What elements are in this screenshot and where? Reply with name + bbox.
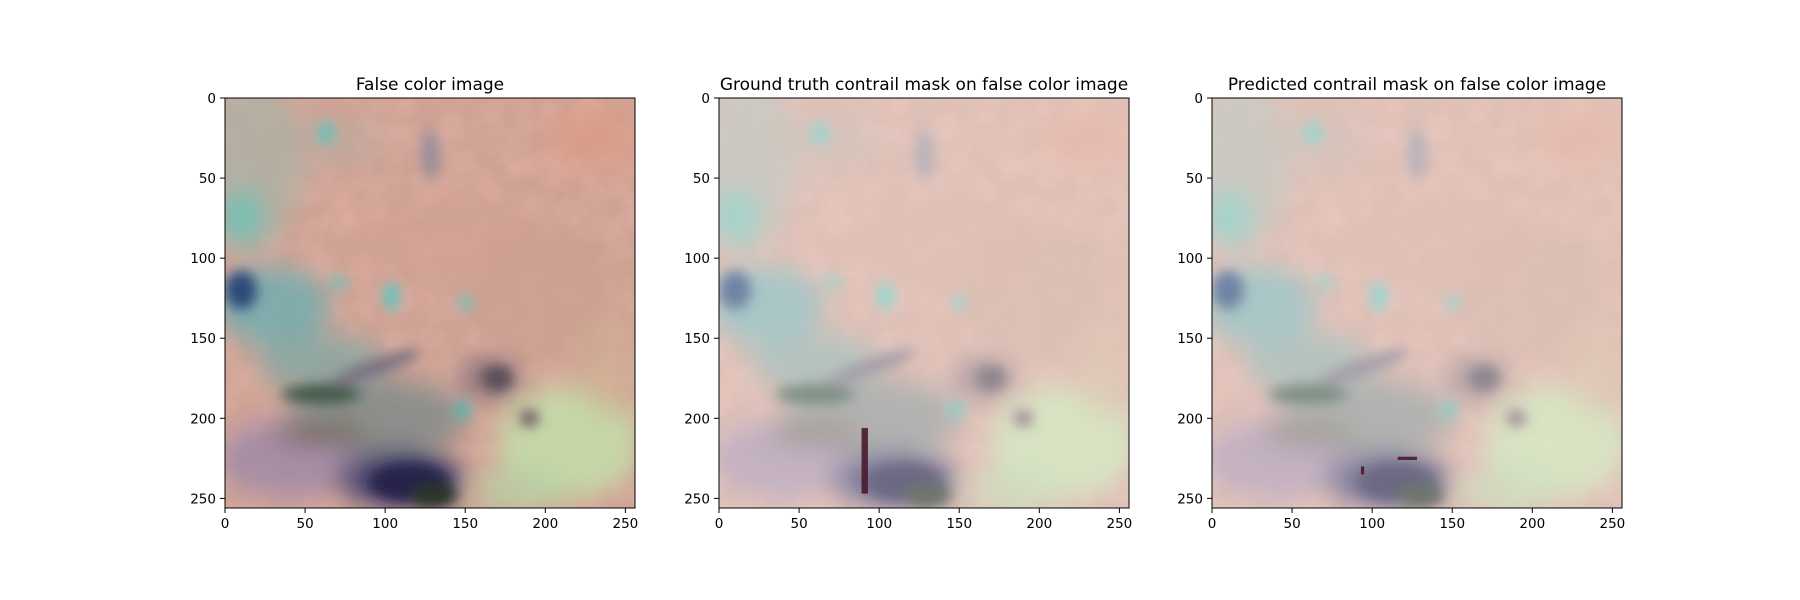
chart-title: Ground truth contrail mask on false colo… bbox=[720, 75, 1128, 95]
x-tick-label: 50 bbox=[790, 516, 807, 532]
x-tick-label: 100 bbox=[372, 516, 398, 532]
axes-frame bbox=[1211, 97, 1623, 509]
y-tick-label: 100 bbox=[684, 251, 710, 267]
x-tick-label: 100 bbox=[866, 516, 892, 532]
y-tick-label: 150 bbox=[1177, 331, 1203, 347]
x-tick-label: 0 bbox=[1208, 516, 1217, 532]
contrail-mask-region bbox=[861, 427, 868, 494]
contrail-mask-region bbox=[1360, 466, 1365, 475]
x-tick-label: 0 bbox=[221, 516, 230, 532]
overlay-fade bbox=[1212, 98, 1622, 508]
y-tick-label: 250 bbox=[190, 491, 216, 507]
x-tick-label: 150 bbox=[452, 516, 478, 532]
x-tick-label: 250 bbox=[1107, 516, 1133, 532]
y-tick-label: 150 bbox=[190, 331, 216, 347]
y-tick-label: 50 bbox=[693, 171, 710, 187]
overlay-fade bbox=[719, 98, 1129, 508]
x-tick-label: 250 bbox=[613, 516, 639, 532]
y-tick-label: 100 bbox=[1177, 251, 1203, 267]
x-tick-label: 150 bbox=[1439, 516, 1465, 532]
y-tick-label: 0 bbox=[1194, 91, 1203, 107]
y-tick-label: 0 bbox=[701, 91, 710, 107]
y-tick-label: 100 bbox=[190, 251, 216, 267]
x-tick-label: 100 bbox=[1359, 516, 1385, 532]
chart-title: Predicted contrail mask on false color i… bbox=[1228, 75, 1606, 95]
panel-3: Predicted contrail mask on false color i… bbox=[1177, 75, 1626, 532]
x-tick-label: 200 bbox=[1519, 516, 1545, 532]
satellite-image bbox=[1212, 98, 1622, 508]
x-tick-label: 50 bbox=[296, 516, 313, 532]
y-tick-label: 200 bbox=[1177, 411, 1203, 427]
contrail-mask-region bbox=[1397, 456, 1417, 460]
chart-title: False color image bbox=[356, 75, 504, 95]
x-tick-label: 200 bbox=[1026, 516, 1052, 532]
y-tick-label: 50 bbox=[1186, 171, 1203, 187]
axes-frame bbox=[718, 97, 1130, 509]
panel-2: Ground truth contrail mask on false colo… bbox=[684, 75, 1133, 532]
satellite-image bbox=[206, 74, 642, 514]
y-tick-label: 0 bbox=[207, 91, 216, 107]
axes-frame bbox=[224, 97, 636, 509]
x-tick-label: 50 bbox=[1283, 516, 1300, 532]
y-tick-label: 150 bbox=[684, 331, 710, 347]
y-tick-label: 50 bbox=[199, 171, 216, 187]
x-tick-label: 200 bbox=[532, 516, 558, 532]
y-tick-label: 250 bbox=[684, 491, 710, 507]
x-tick-label: 250 bbox=[1600, 516, 1626, 532]
x-tick-label: 0 bbox=[715, 516, 724, 532]
y-tick-label: 250 bbox=[1177, 491, 1203, 507]
x-tick-label: 150 bbox=[946, 516, 972, 532]
satellite-image bbox=[719, 98, 1129, 508]
y-tick-label: 200 bbox=[684, 411, 710, 427]
panel-1: False color image 0 50 100 150 200 250 0 50 100 15… bbox=[190, 74, 642, 532]
y-tick-label: 200 bbox=[190, 411, 216, 427]
